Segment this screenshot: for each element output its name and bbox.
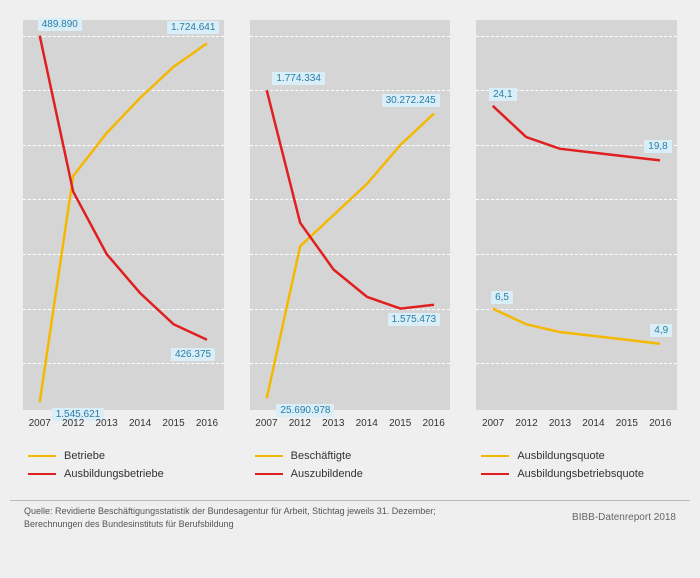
series-line	[493, 106, 660, 161]
x-tick-label: 2015	[157, 412, 190, 440]
x-tick-label: 2012	[510, 412, 543, 440]
line-svg	[476, 20, 677, 410]
x-tick-label: 2007	[23, 412, 56, 440]
legend-item: Ausbildungsquote	[481, 450, 678, 462]
legend-item: Betriebe	[28, 450, 225, 462]
x-tick-label: 2016	[190, 412, 223, 440]
x-tick-label: 2014	[350, 412, 383, 440]
legend-label: Ausbildungsbetriebe	[64, 468, 164, 480]
line-svg	[250, 20, 451, 410]
legend-label: Ausbildungsquote	[517, 450, 604, 462]
report-tag: BIBB-Datenreport 2018	[572, 512, 676, 523]
series-line	[40, 36, 207, 340]
x-tick-label: 2013	[543, 412, 576, 440]
source-line2: Berechnungen des Bundesinstituts für Ber…	[24, 519, 234, 529]
plot-area: 25.690.97830.272.2451.774.3341.575.473	[250, 20, 451, 410]
x-tick-label: 2016	[417, 412, 450, 440]
x-axis: 200720122013201420152016	[23, 412, 224, 440]
x-tick-label: 2015	[383, 412, 416, 440]
plot-area: 24,119,86,54,9	[476, 20, 677, 410]
legend-swatch	[255, 455, 283, 457]
x-tick-label: 2014	[577, 412, 610, 440]
legend-cell: Betriebe Ausbildungsbetriebe	[10, 440, 237, 500]
legend-swatch	[28, 455, 56, 457]
series-line	[493, 309, 660, 344]
x-tick-label: 2015	[610, 412, 643, 440]
source-line1: Quelle: Revidierte Beschäftigungsstatist…	[24, 506, 436, 516]
legend-label: Beschäftigte	[291, 450, 352, 462]
series-line	[40, 43, 207, 402]
chart-area: 24,119,86,54,9200720122013201420152016	[471, 10, 682, 440]
legend-swatch	[481, 473, 509, 475]
legend-label: Betriebe	[64, 450, 105, 462]
line-svg	[23, 20, 224, 410]
x-tick-label: 2013	[317, 412, 350, 440]
chart-area: 25.690.97830.272.2451.774.3341.575.47320…	[245, 10, 456, 440]
plot-area: 1.545.6211.724.641489.890426.375	[23, 20, 224, 410]
legend-item: Auszubildende	[255, 468, 452, 480]
legend-item: Beschäftigte	[255, 450, 452, 462]
x-tick-label: 2007	[476, 412, 509, 440]
panel-quote: 24,119,86,54,9200720122013201420152016	[463, 10, 690, 440]
x-tick-label: 2016	[644, 412, 677, 440]
chart-area: 1.545.6211.724.641489.890426.37520072012…	[18, 10, 229, 440]
legend-label: Auszubildende	[291, 468, 363, 480]
chart-container: 1.545.6211.724.641489.890426.37520072012…	[0, 0, 700, 578]
legend-swatch	[255, 473, 283, 475]
legend-item: Ausbildungsbetriebsquote	[481, 468, 678, 480]
legend-label: Ausbildungsbetriebsquote	[517, 468, 644, 480]
footer: Quelle: Revidierte Beschäftigungsstatist…	[10, 500, 690, 540]
legend-swatch	[481, 455, 509, 457]
legend-cell: Beschäftigte Auszubildende	[237, 440, 464, 500]
x-tick-label: 2013	[90, 412, 123, 440]
series-line	[266, 114, 433, 399]
x-axis: 200720122013201420152016	[476, 412, 677, 440]
x-tick-label: 2014	[123, 412, 156, 440]
legend-swatch	[28, 473, 56, 475]
x-tick-label: 2012	[56, 412, 89, 440]
x-axis: 200720122013201420152016	[250, 412, 451, 440]
x-tick-label: 2012	[283, 412, 316, 440]
x-tick-label: 2007	[250, 412, 283, 440]
legend-row: Betriebe Ausbildungsbetriebe Beschäftigte A…	[10, 440, 690, 500]
panels-row: 1.545.6211.724.641489.890426.37520072012…	[10, 10, 690, 440]
panel-betriebe: 1.545.6211.724.641489.890426.37520072012…	[10, 10, 237, 440]
legend-item: Ausbildungsbetriebe	[28, 468, 225, 480]
panel-beschaeftigte: 25.690.97830.272.2451.774.3341.575.47320…	[237, 10, 464, 440]
source-text: Quelle: Revidierte Beschäftigungsstatist…	[24, 505, 436, 530]
legend-cell: Ausbildungsquote Ausbildungsbetriebsquote	[463, 440, 690, 500]
